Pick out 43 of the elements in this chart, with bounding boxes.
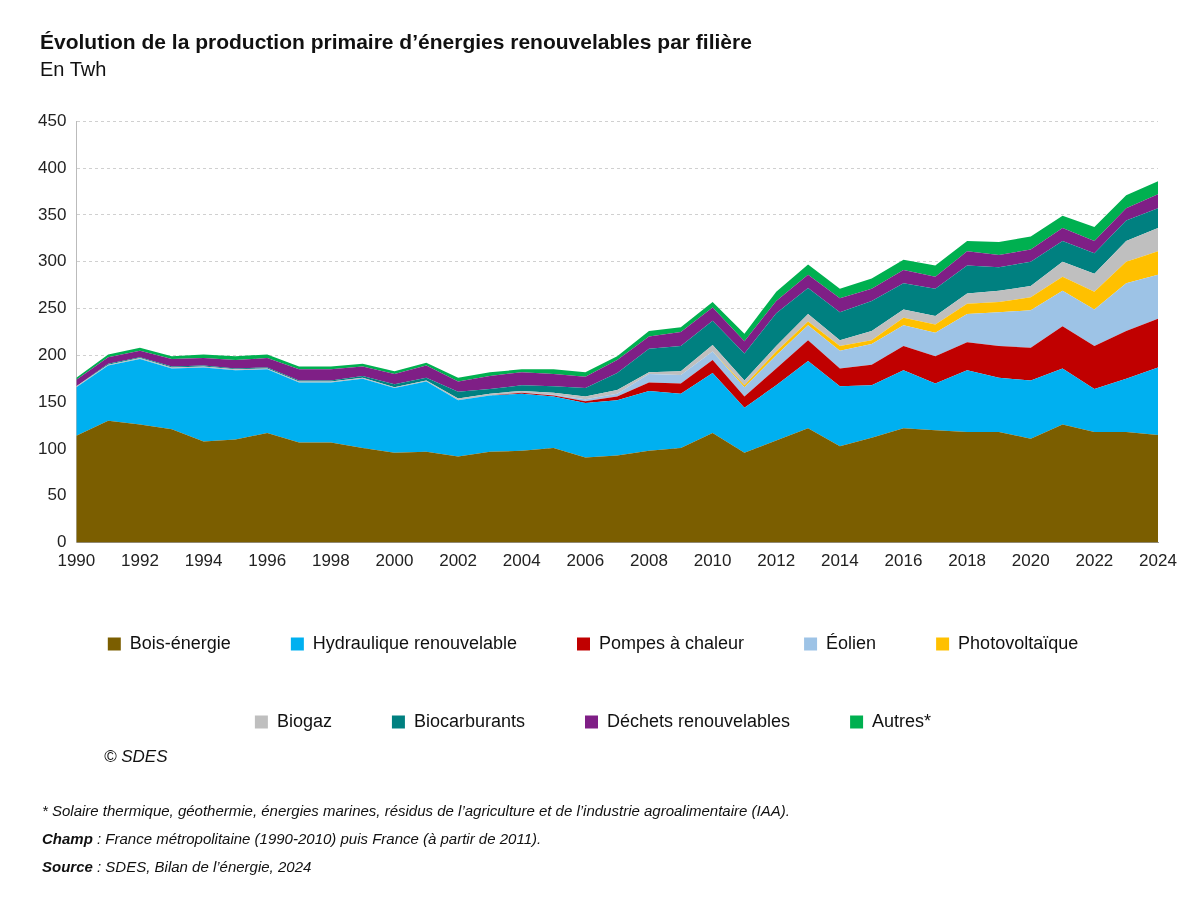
x-tick-label: 2006 — [566, 551, 605, 571]
y-tick-label: 50 — [47, 485, 67, 505]
y-tick-label: 100 — [37, 438, 67, 458]
legend-label: Photovoltaïque — [958, 632, 1079, 653]
chart-subtitle: En Twh — [40, 58, 108, 81]
text: * Solaire thermique, géothermie, énergies marines, résidus de l’agriculture et de l’industrie agroalimentaire (IAA). — [42, 802, 790, 819]
x-tick-label: 2014 — [820, 551, 859, 571]
legend-label: Biocarburants — [413, 710, 525, 731]
x-tick-label: 2010 — [693, 551, 732, 571]
y-tick-label: 350 — [37, 204, 67, 224]
x-tick-label: 1998 — [311, 551, 350, 571]
chart-title: Évolution de la production primaire d’énergies renouvelables par filière — [40, 30, 753, 54]
y-tick-label: 250 — [37, 298, 67, 318]
x-tick-label: 1996 — [248, 551, 287, 571]
x-tick-label: 2000 — [375, 551, 414, 571]
legend-label: Hydraulique renouvelable — [312, 632, 517, 653]
x-tick-label: 2022 — [1075, 551, 1114, 571]
text: © SDES — [104, 747, 168, 766]
y-tick-label: 400 — [37, 157, 67, 177]
legend-label: Bois-énergie — [129, 632, 231, 653]
x-tick-label: 1992 — [121, 551, 159, 571]
x-tick-label: 1994 — [184, 551, 223, 571]
legend-label: Autres* — [872, 710, 932, 731]
text: Champ : France métropolitaine (1990-2010) puis France (à partir de 2011). — [42, 830, 542, 847]
x-tick-label: 2018 — [948, 551, 987, 571]
legend-label: Biogaz — [276, 710, 332, 731]
x-tick-label: 2020 — [1011, 551, 1050, 571]
legend-label: Déchets renouvelables — [606, 710, 791, 731]
x-tick-label: 2016 — [884, 551, 923, 571]
x-tick-label: 2004 — [502, 551, 541, 571]
legend-label: Pompes à chaleur — [598, 632, 745, 653]
y-tick-label: 300 — [37, 251, 67, 271]
y-tick-label: 150 — [37, 391, 67, 411]
x-tick-label: 2008 — [630, 551, 668, 571]
x-tick-label: 2002 — [439, 551, 478, 571]
source-note: Source : SDES, Bilan de l’énergie, 2024 — [42, 858, 312, 875]
y-tick-label: 450 — [37, 110, 67, 130]
y-tick-label: 0 — [56, 532, 67, 552]
legend-label: Éolien — [826, 632, 877, 653]
x-tick-label: 2012 — [757, 551, 796, 571]
x-tick-label: 2024 — [1139, 551, 1177, 571]
y-tick-label: 200 — [37, 345, 67, 364]
x-tick-label: 1990 — [57, 551, 96, 571]
